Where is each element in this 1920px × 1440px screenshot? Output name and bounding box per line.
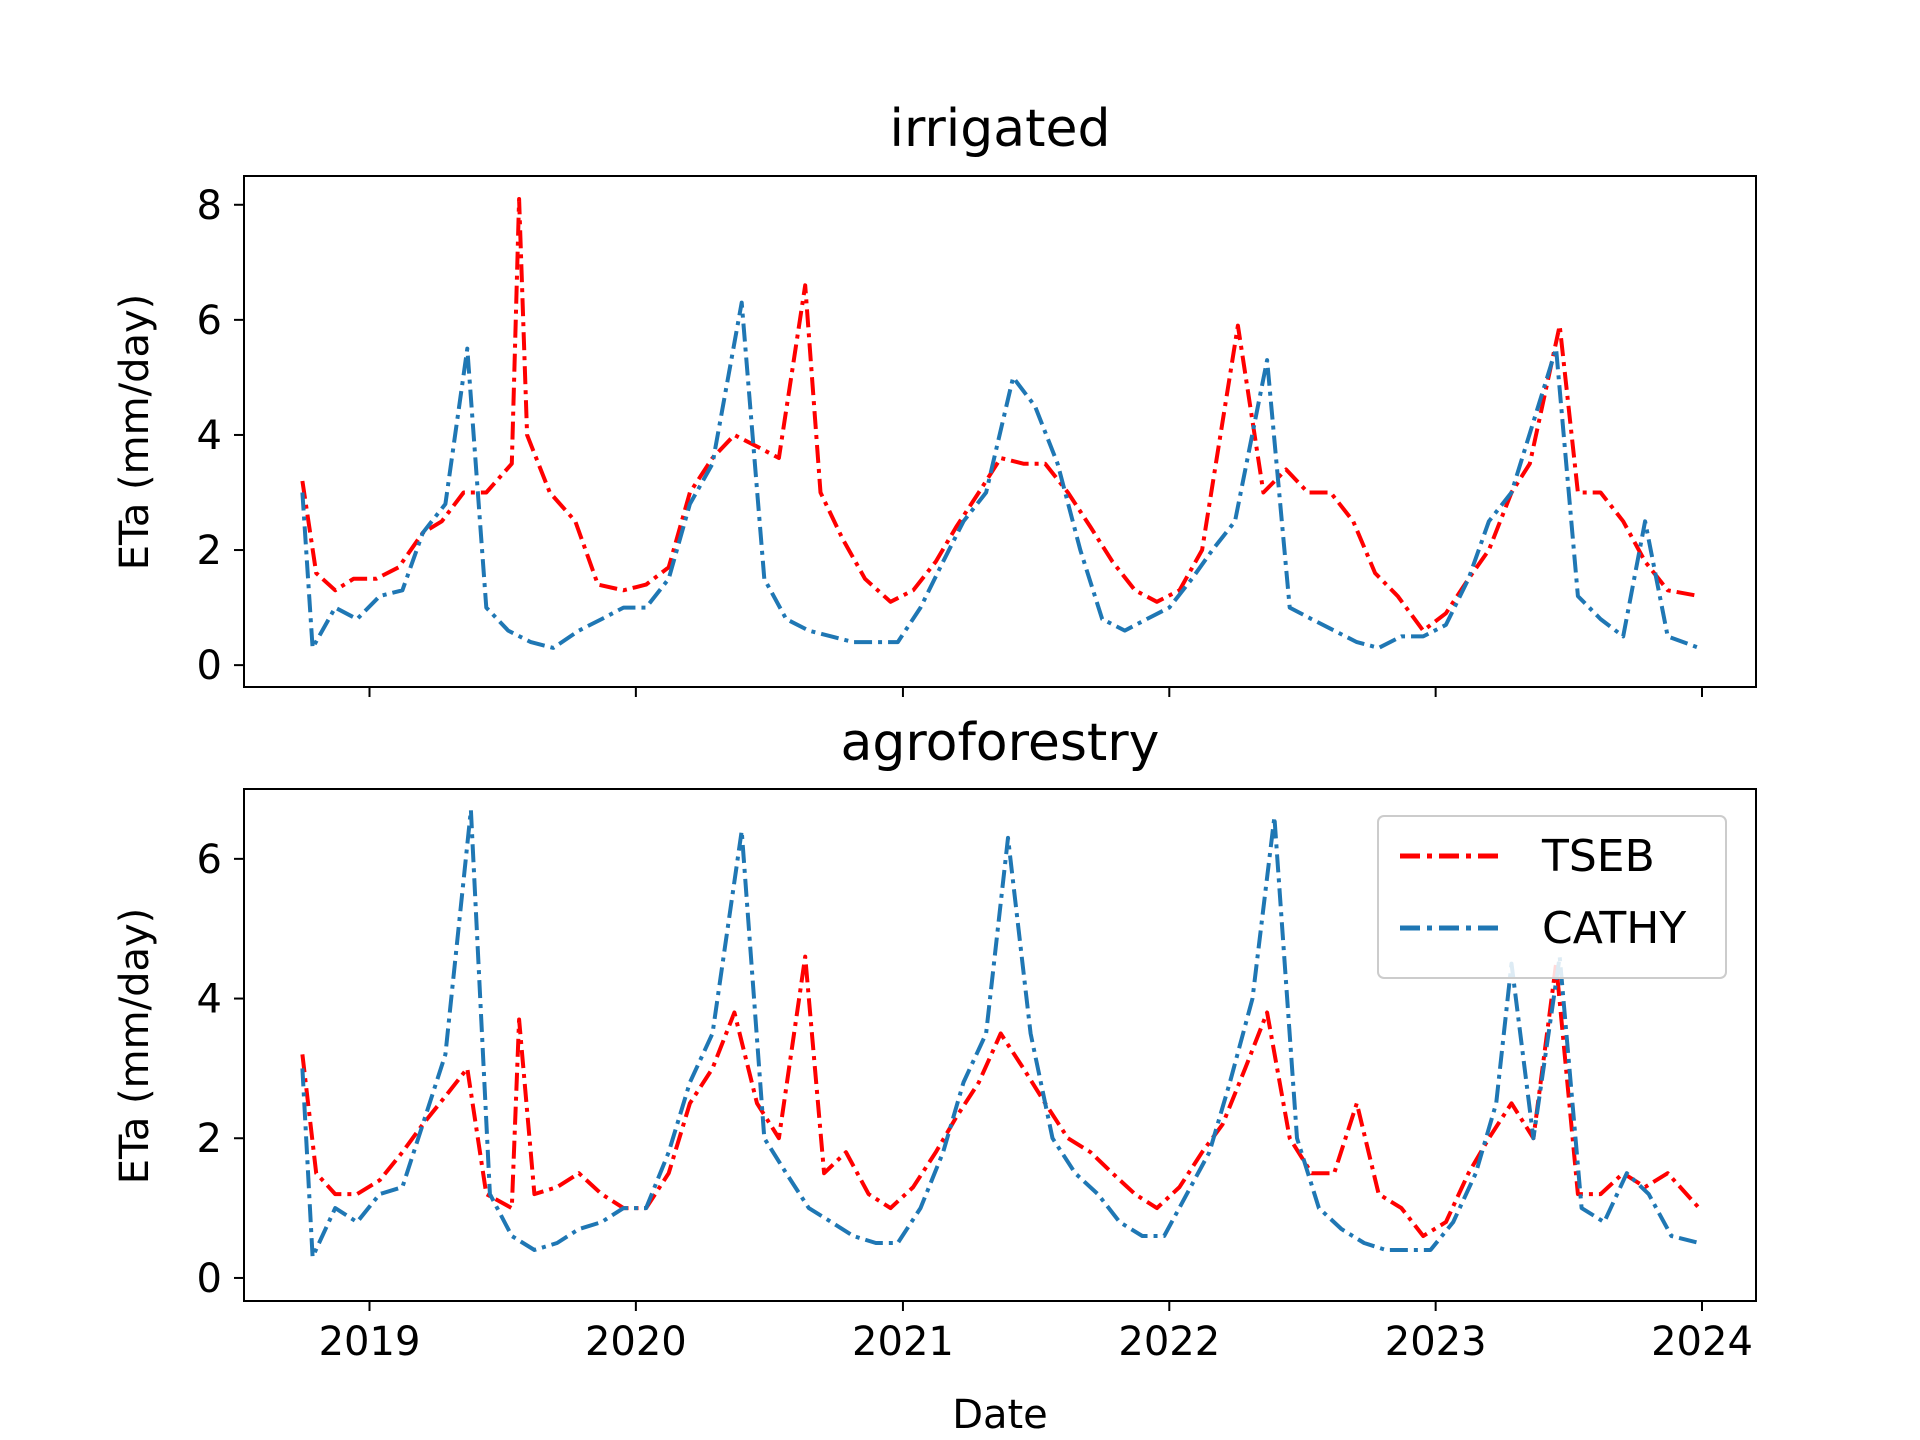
x-tick-label: 2022 — [1118, 1319, 1220, 1365]
series-line-cathy — [300, 808, 1700, 1259]
y-tick-label: 8 — [197, 183, 222, 229]
y-tick-label: 6 — [197, 837, 222, 883]
y-tick-label: 0 — [197, 643, 222, 689]
x-tick-label: 2021 — [852, 1319, 954, 1365]
y-ticks: 0 2 4 6 8 — [197, 183, 244, 689]
axes-frame — [243, 175, 1757, 688]
x-tick-label: 2019 — [319, 1319, 421, 1365]
axes-frame — [243, 788, 1757, 1302]
y-tick-label: 0 — [197, 1256, 222, 1302]
plot-lines — [300, 808, 1701, 1259]
legend-label-cathy: CATHY — [1542, 903, 1686, 954]
y-tick-label: 6 — [197, 298, 222, 344]
series-line-tseb — [300, 954, 1701, 1238]
y-tick-label: 2 — [197, 528, 222, 574]
subplot-title: agroforestry — [841, 713, 1160, 773]
x-axis-label: Date — [952, 1392, 1048, 1438]
y-ticks: 0 2 4 6 — [197, 837, 244, 1302]
y-axis-label: ETa (mm/day) — [112, 908, 158, 1185]
y-tick-label: 4 — [197, 413, 222, 459]
legend: TSEB CATHY — [1377, 815, 1727, 979]
series-line-tseb — [300, 197, 1700, 633]
y-tick-label: 4 — [197, 977, 222, 1023]
x-tick-label: 2023 — [1385, 1319, 1487, 1365]
plot-lines — [300, 197, 1700, 650]
y-axis-label: ETa (mm/day) — [112, 294, 158, 571]
x-ticks — [368, 687, 1703, 697]
x-ticks: 2019 2020 2021 2022 2023 2024 — [319, 1301, 1753, 1365]
series-line-cathy — [300, 300, 1700, 650]
legend-label-tseb: TSEB — [1541, 831, 1655, 882]
irrigated-subplot: irrigated ETa (mm/day) 0 2 4 6 8 — [112, 99, 1757, 697]
x-tick-label: 2024 — [1651, 1319, 1753, 1365]
y-tick-label: 2 — [197, 1116, 222, 1162]
x-tick-label: 2020 — [585, 1319, 687, 1365]
legend-box — [1377, 815, 1727, 979]
subplot-title: irrigated — [890, 99, 1111, 159]
